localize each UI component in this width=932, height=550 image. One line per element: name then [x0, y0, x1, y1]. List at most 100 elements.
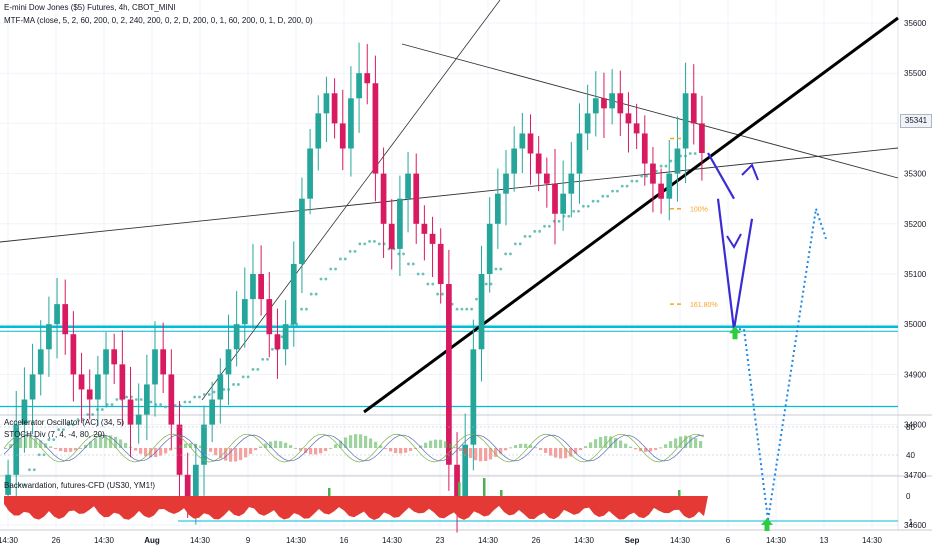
candle-body[interactable] [143, 384, 150, 415]
candle-body[interactable] [209, 399, 216, 425]
candle-body[interactable] [274, 334, 281, 350]
candle-body[interactable] [339, 123, 346, 149]
candle-body[interactable] [127, 399, 134, 425]
candle-body[interactable] [258, 274, 264, 300]
candle-body[interactable] [625, 113, 632, 124]
candle-body[interactable] [446, 284, 452, 465]
candle-body[interactable] [397, 198, 403, 249]
candle-body[interactable] [405, 173, 411, 199]
descending-trendline[interactable] [401, 43, 899, 179]
candle-body[interactable] [282, 324, 289, 350]
candle-body[interactable] [592, 98, 599, 114]
candle-body[interactable] [299, 198, 305, 264]
candle-body[interactable] [609, 93, 615, 109]
projection-solid-segment[interactable] [716, 198, 736, 330]
major-ascending-trendline[interactable] [363, 16, 899, 414]
candle-body[interactable] [437, 243, 444, 285]
candle-body[interactable] [511, 148, 518, 174]
candle-body[interactable] [584, 113, 591, 134]
candle-body[interactable] [315, 113, 322, 149]
candle-body[interactable] [372, 83, 379, 174]
candle-body[interactable] [380, 173, 387, 224]
candle-body[interactable] [552, 183, 558, 214]
candle-body[interactable] [217, 374, 224, 400]
oscillator-label[interactable]: Accelerator Oscillator (AC) (34, 5) [4, 418, 125, 427]
candle-body[interactable] [478, 274, 485, 350]
candle-body[interactable] [250, 274, 256, 300]
candle-body[interactable] [13, 424, 20, 475]
candle-body[interactable] [462, 444, 469, 500]
time-axis[interactable]: 14:30 26 14:30 Aug 14:30 9 14:30 16 14:30 23 14:30… [0, 536, 883, 545]
candle-body[interactable] [184, 474, 191, 500]
candle-body[interactable] [633, 123, 640, 134]
candle-body[interactable] [421, 223, 428, 234]
candle-body[interactable] [576, 133, 583, 174]
candle-body[interactable] [111, 349, 118, 365]
candle-body[interactable] [560, 193, 567, 214]
backwardation-panel[interactable] [4, 478, 708, 520]
candle-body[interactable] [650, 163, 656, 184]
candle-body[interactable] [119, 364, 126, 400]
candle-body[interactable] [527, 133, 534, 154]
candle-body[interactable] [168, 374, 175, 425]
candle-body[interactable] [46, 324, 52, 350]
candle-body[interactable] [535, 153, 542, 174]
projection-solid-segment[interactable] [732, 218, 754, 330]
candle-body[interactable] [29, 374, 36, 400]
candle-body[interactable] [307, 148, 313, 199]
candle-body[interactable] [54, 304, 60, 325]
candle-body[interactable] [21, 399, 28, 425]
candle-body[interactable] [617, 93, 624, 114]
candle-body[interactable] [364, 73, 371, 84]
candlesticks[interactable] [5, 42, 705, 533]
candle-body[interactable] [568, 173, 575, 194]
candle-body[interactable] [135, 414, 142, 425]
steep-trendline[interactable] [201, 0, 501, 401]
candle-body[interactable] [201, 424, 207, 465]
oscillator-panel[interactable] [0, 426, 898, 463]
chart-title[interactable]: E-mini Dow Jones ($5) Futures, 4h, CBOT_… [4, 3, 176, 12]
candle-body[interactable] [494, 193, 501, 224]
ascending-trendline-thin[interactable] [0, 147, 899, 243]
indicator-label[interactable]: MTF-MA (close, 5, 2, 60, 200, 0, 2, 240,… [4, 16, 313, 25]
candle-body[interactable] [519, 133, 526, 149]
candle-body[interactable] [658, 183, 664, 199]
candle-body[interactable] [699, 123, 705, 154]
candle-body[interactable] [331, 93, 338, 124]
candle-body[interactable] [690, 93, 697, 124]
candle-body[interactable] [486, 223, 493, 274]
candle-body[interactable] [323, 93, 330, 114]
candle-body[interactable] [543, 173, 550, 184]
candle-body[interactable] [37, 349, 44, 375]
candle-body[interactable] [160, 349, 167, 375]
candle-body[interactable] [86, 389, 93, 400]
candle-body[interactable] [470, 349, 477, 445]
stoch-d-line[interactable] [3, 434, 705, 462]
candle-body[interactable] [290, 263, 297, 325]
candle-body[interactable] [266, 299, 273, 335]
candle-body[interactable] [454, 464, 460, 500]
candle-body[interactable] [666, 173, 673, 199]
candle-body[interactable] [176, 424, 183, 475]
candle-body[interactable] [348, 98, 354, 149]
candle-body[interactable] [95, 374, 101, 400]
projection-dotted-tail[interactable] [815, 208, 827, 240]
candle-body[interactable] [674, 148, 681, 174]
candle-body[interactable] [70, 334, 77, 375]
candle-body[interactable] [601, 98, 607, 109]
candle-body[interactable] [62, 304, 69, 335]
projection-path[interactable] [707, 152, 827, 521]
candle-body[interactable] [641, 133, 648, 164]
candle-body[interactable] [503, 173, 509, 194]
candle-body[interactable] [5, 474, 11, 495]
candle-body[interactable] [152, 349, 158, 385]
candle-body[interactable] [225, 349, 232, 375]
candle-body[interactable] [103, 349, 109, 375]
projection-dotted-segment[interactable] [743, 329, 769, 521]
candle-body[interactable] [682, 93, 689, 149]
stoch-label[interactable]: STOCH Div (7, 4, -4, 80, 20) [4, 430, 105, 439]
candle-body[interactable] [429, 233, 436, 244]
candle-body[interactable] [192, 464, 199, 500]
candle-body[interactable] [78, 374, 85, 390]
